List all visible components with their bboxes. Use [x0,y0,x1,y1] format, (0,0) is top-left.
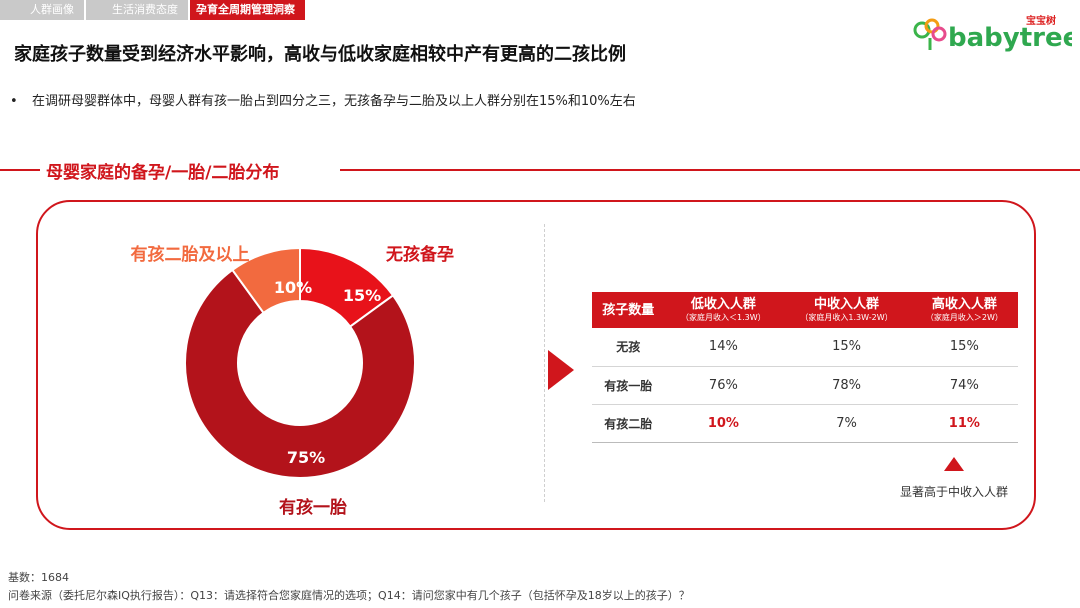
tab-parenting[interactable]: 孕育全周期管理洞察 [190,0,305,20]
table-row: 有孩一胎 76% 78% 74% [592,366,1018,405]
slice-name-label: 有孩一胎 [279,497,347,518]
table-cell: 78% [782,366,911,405]
table-cell: 15% [910,328,1018,367]
logo-cn-text: 宝宝树 [1026,16,1056,27]
slice-value-label: 10% [274,278,312,297]
top-tabs: 人群画像 生活消费态度 孕育全周期管理洞察 [0,0,307,20]
table-header-row: 孩子数量 低收入人群 （家庭月收入＜1.3W） 中收入人群 （家庭月收入1.3W-2… [592,292,1018,328]
source-note: 问卷来源（委托尼尔森IQ执行报告）：Q13：请选择符合您家庭情况的选项；Q14：… [8,589,690,602]
bullet-dot-icon: • [10,94,18,109]
arrow-right-icon [548,350,574,390]
slice-two-plus [231,246,301,315]
babytree-logo: babytree [913,18,1072,53]
page-title: 家庭孩子数量受到经济水平影响，高收与低收家庭相较中产有更高的二孩比例 [14,44,626,65]
table-cell: 14% [664,328,783,367]
section-title: 母婴家庭的备孕/一胎/二胎分布 [46,163,280,183]
slice-name-label: 无孩备孕 [385,244,454,265]
row-label: 有孩二胎 [592,404,665,443]
significance-note: 显著高于中收入人群 [900,485,1009,499]
table-row: 有孩二胎 10% 7% 11% [592,404,1018,443]
panel-divider [544,224,545,502]
table-cell: 76% [664,366,783,405]
summary-text: 在调研母婴群体中，母婴人群有孩一胎占到四分之三，无孩备孕与二胎及以上人群分别在1… [32,94,636,109]
table-cell-highlight: 10% [664,404,783,443]
slice-value-label: 15% [343,286,381,305]
summary-bullet: • 在调研母婴群体中，母婴人群有孩一胎占到四分之三，无孩备孕与二胎及以上人群分别在… [10,90,636,109]
sample-base: 基数：1684 [8,571,69,584]
section-line-right [340,169,1080,171]
table-cell: 7% [782,404,911,443]
table-header-label: 孩子数量 [592,292,665,328]
row-label: 无孩 [592,328,665,367]
table-cell-highlight: 11% [910,404,1018,443]
tab-lifestyle[interactable]: 生活消费态度 [86,0,188,20]
column-mid-income: 中收入人群 （家庭月收入1.3W-2W） [782,292,911,328]
logo-text: babytree [948,23,1072,53]
content-panel [36,200,1036,530]
table-cell: 15% [782,328,911,367]
table-cell: 74% [910,366,1018,405]
row-label: 有孩一胎 [592,366,665,405]
triangle-up-icon [944,457,964,471]
tab-profile[interactable]: 人群画像 [0,0,84,20]
section-line-left [0,169,40,171]
table-row: 无孩 14% 15% 15% [592,328,1018,367]
column-low-income: 低收入人群 （家庭月收入＜1.3W） [664,292,783,328]
slice-one-child [184,268,416,479]
column-high-income: 高收入人群 （家庭月收入＞2W） [910,292,1018,328]
income-table: 孩子数量 低收入人群 （家庭月收入＜1.3W） 中收入人群 （家庭月收入1.3W-2… [592,292,1018,443]
slice-name-label: 有孩二胎及以上 [131,244,250,265]
slice-value-label: 75% [287,448,325,467]
